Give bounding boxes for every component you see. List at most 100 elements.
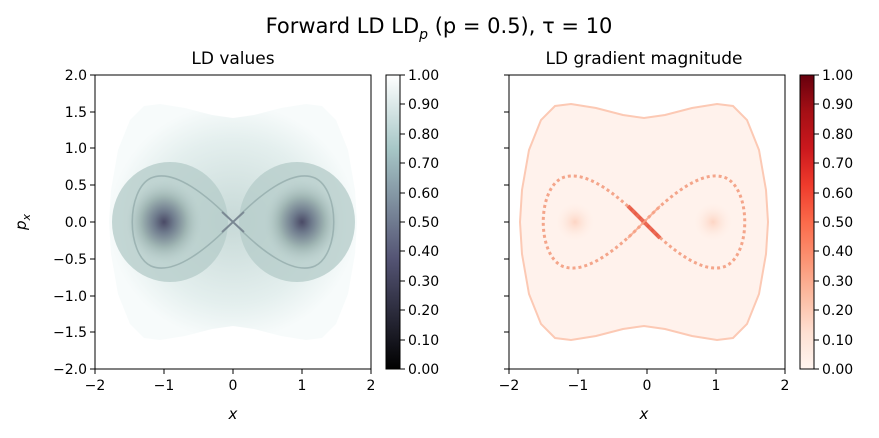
- left-cbar-tick: 1.00: [400, 68, 439, 84]
- svg-text:0.80: 0.80: [822, 127, 853, 143]
- right-x-tick: 1: [712, 369, 721, 394]
- svg-text:1: 1: [712, 378, 721, 394]
- svg-text:0.90: 0.90: [822, 97, 853, 113]
- svg-text:−2.0: −2.0: [53, 362, 87, 378]
- right-x-tick: −2: [499, 369, 520, 394]
- svg-text:0.40: 0.40: [822, 244, 853, 260]
- svg-text:0.10: 0.10: [822, 333, 853, 349]
- left-cbar-tick: 0.50: [400, 215, 439, 231]
- left-panel-title: LD values: [191, 49, 274, 69]
- left-y-tick: 1.5: [65, 105, 95, 121]
- left-x-tick: 0: [229, 369, 238, 394]
- right-x-tick: −1: [568, 369, 589, 394]
- left-x-tick: −2: [85, 369, 106, 394]
- left-cbar-tick: 0.60: [400, 186, 439, 202]
- svg-text:2: 2: [367, 378, 376, 394]
- svg-text:0.60: 0.60: [822, 186, 853, 202]
- left-y-tick: −2.0: [53, 362, 95, 378]
- figure-title: Forward LD LDp (p = 0.5), τ = 10: [266, 14, 613, 43]
- svg-text:1.5: 1.5: [65, 105, 87, 121]
- right-cbar-tick: 0.80: [814, 127, 853, 143]
- left-cbar-tick: 0.00: [400, 362, 439, 378]
- left-cbar-tick: 0.30: [400, 274, 439, 290]
- svg-text:−1: −1: [568, 378, 589, 394]
- svg-text:1: 1: [298, 378, 307, 394]
- right-cbar-tick: 0.20: [814, 303, 853, 319]
- left-y-tick: 0.5: [65, 178, 95, 194]
- right-x-ticks: −2 −1 0 1 2: [499, 369, 790, 394]
- svg-text:0: 0: [229, 378, 238, 394]
- svg-text:0.30: 0.30: [822, 274, 853, 290]
- left-cbar-tick: 0.90: [400, 97, 439, 113]
- left-well: [126, 180, 202, 264]
- svg-text:1.0: 1.0: [65, 141, 87, 157]
- svg-text:0.70: 0.70: [408, 156, 439, 172]
- left-x-tick: 2: [367, 369, 376, 394]
- right-cbar-tick: 1.00: [814, 68, 853, 84]
- svg-text:0.80: 0.80: [408, 127, 439, 143]
- left-colorbar-ticks: 1.00 0.90 0.80 0.70 0.60 0.50 0.40 0.30 …: [400, 68, 439, 378]
- svg-text:1.00: 1.00: [822, 68, 853, 84]
- left-y-axis-label: px: [12, 213, 33, 231]
- svg-text:−2: −2: [499, 378, 520, 394]
- svg-text:0.40: 0.40: [408, 244, 439, 260]
- left-cbar-tick: 0.70: [400, 156, 439, 172]
- svg-text:−0.5: −0.5: [53, 252, 87, 268]
- right-x-axis-label: x: [639, 405, 649, 423]
- right-cbar-tick: 0.40: [814, 244, 853, 260]
- left-y-tick: −0.5: [53, 252, 95, 268]
- svg-text:0.10: 0.10: [408, 333, 439, 349]
- right-cbar-tick: 0.50: [814, 215, 853, 231]
- left-y-ticks: 2.0 1.5 1.0 0.5 0.0 −0.5 −1.0 −1.5 −2.0: [53, 68, 95, 378]
- svg-text:−1: −1: [154, 378, 175, 394]
- left-cbar-tick: 0.10: [400, 333, 439, 349]
- svg-text:0: 0: [643, 378, 652, 394]
- svg-text:0.00: 0.00: [822, 362, 853, 378]
- left-cbar-tick: 0.20: [400, 303, 439, 319]
- right-cbar-tick: 0.90: [814, 97, 853, 113]
- left-y-tick: −1.0: [53, 289, 95, 305]
- svg-text:0.20: 0.20: [408, 303, 439, 319]
- left-cbar-tick: 0.40: [400, 244, 439, 260]
- right-x-tick: 0: [643, 369, 652, 394]
- svg-text:−2: −2: [85, 378, 106, 394]
- right-well: [264, 180, 340, 264]
- left-y-tick: 0.0: [65, 215, 95, 231]
- ld-values-heatmap: [109, 104, 357, 340]
- right-colorbar: [799, 74, 815, 370]
- left-x-axis-label: x: [228, 405, 238, 423]
- svg-text:0.30: 0.30: [408, 274, 439, 290]
- left-y-tick: −1.5: [53, 325, 95, 341]
- svg-text:0.00: 0.00: [408, 362, 439, 378]
- svg-text:−1.5: −1.5: [53, 325, 87, 341]
- right-colorbar-ticks: 1.00 0.90 0.80 0.70 0.60 0.50 0.40 0.30 …: [814, 68, 853, 378]
- right-cbar-tick: 0.60: [814, 186, 853, 202]
- left-y-tick: 1.0: [65, 141, 95, 157]
- ld-gradient-heatmap: [518, 102, 770, 342]
- right-panel-title: LD gradient magnitude: [546, 49, 743, 69]
- right-cbar-tick: 0.10: [814, 333, 853, 349]
- svg-text:0.5: 0.5: [65, 178, 87, 194]
- right-cbar-tick: 0.00: [814, 362, 853, 378]
- svg-text:0.60: 0.60: [408, 186, 439, 202]
- left-x-ticks: −2 −1 0 1 2: [85, 369, 376, 394]
- right-cbar-tick: 0.30: [814, 274, 853, 290]
- svg-text:0.50: 0.50: [822, 215, 853, 231]
- svg-text:2.0: 2.0: [65, 68, 87, 84]
- svg-text:1.00: 1.00: [408, 68, 439, 84]
- svg-text:0.20: 0.20: [822, 303, 853, 319]
- right-y-ticks: [504, 74, 509, 370]
- left-x-tick: −1: [154, 369, 175, 394]
- svg-text:0.90: 0.90: [408, 97, 439, 113]
- left-y-tick: 2.0: [65, 68, 95, 84]
- svg-text:0.50: 0.50: [408, 215, 439, 231]
- right-x-tick: 2: [781, 369, 790, 394]
- left-cbar-tick: 0.80: [400, 127, 439, 143]
- svg-text:2: 2: [781, 378, 790, 394]
- left-x-tick: 1: [298, 369, 307, 394]
- right-cbar-tick: 0.70: [814, 156, 853, 172]
- left-colorbar: [385, 74, 401, 370]
- svg-text:0.0: 0.0: [65, 215, 87, 231]
- svg-text:−1.0: −1.0: [53, 289, 87, 305]
